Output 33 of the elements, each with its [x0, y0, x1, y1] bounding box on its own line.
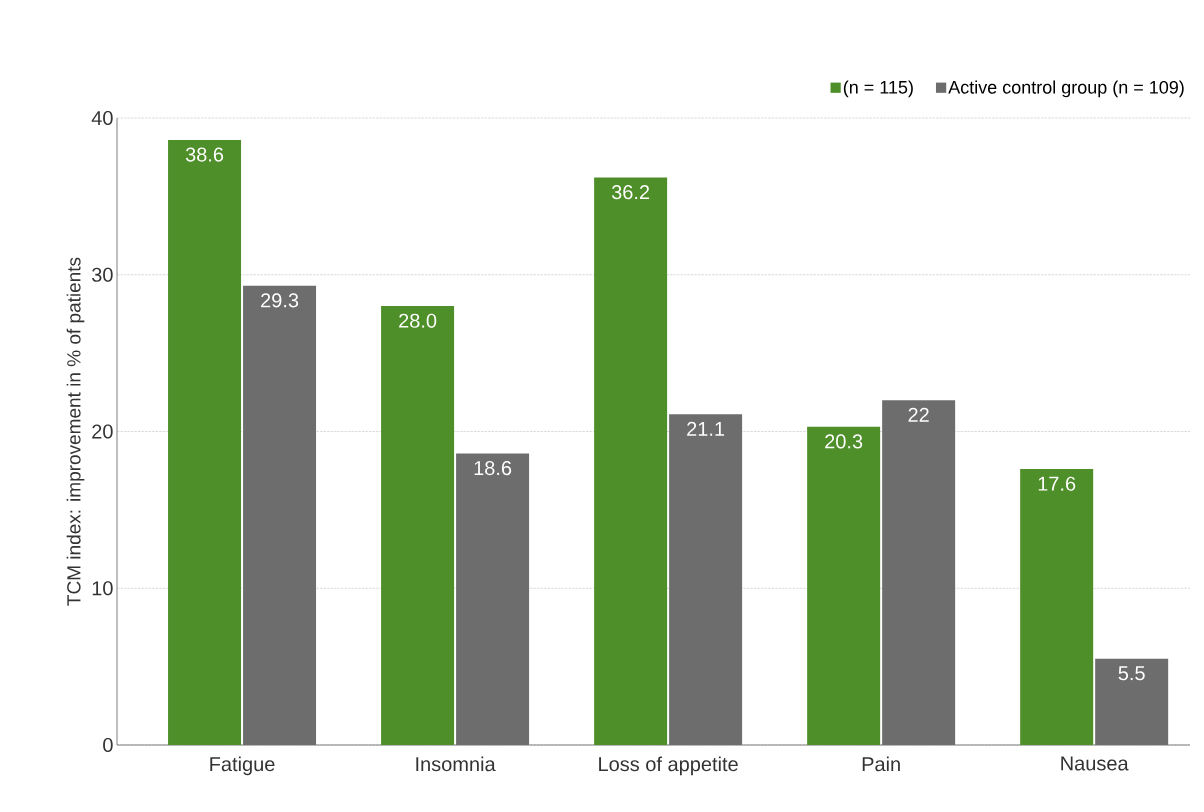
bar — [243, 285, 317, 745]
x-tick-label: Loss of appetite — [599, 756, 738, 776]
data-label: 20.3 — [825, 434, 863, 449]
data-label: 18.6 — [474, 460, 512, 476]
data-label: 22 — [908, 407, 929, 422]
bar — [168, 139, 242, 745]
x-tick-label: Pain — [862, 756, 900, 772]
data-label: 5.5 — [1118, 666, 1145, 681]
bar — [381, 306, 455, 745]
y-tick-label: 0 — [103, 737, 113, 753]
bar — [669, 414, 743, 745]
y-tick-label: 20 — [92, 424, 113, 439]
data-label: 36.2 — [611, 185, 650, 200]
data-label: 21.1 — [687, 421, 725, 436]
bar — [594, 177, 668, 745]
bar — [882, 400, 956, 745]
x-tick-label: Fatigue — [210, 756, 275, 776]
x-tick-label: Nausea — [1061, 756, 1129, 771]
legend-label: (n = 115) — [843, 80, 913, 98]
data-label: 38.6 — [185, 147, 224, 162]
y-tick-label: 40 — [91, 110, 113, 126]
y-tick-label: 10 — [92, 581, 113, 596]
data-label: 29.3 — [261, 293, 299, 308]
legend-label: Active control group (n = 109) — [948, 80, 1184, 98]
y-axis-title: TCM index: improvement in % of patients — [66, 257, 85, 606]
bar — [1095, 658, 1169, 745]
y-tick-label: 30 — [91, 267, 113, 282]
bar — [456, 453, 530, 745]
x-tick-label: Insomnia — [416, 756, 496, 772]
data-label: 28.0 — [399, 313, 437, 328]
data-label: 17.6 — [1038, 476, 1076, 491]
bar — [1020, 469, 1094, 745]
bar — [807, 426, 881, 745]
